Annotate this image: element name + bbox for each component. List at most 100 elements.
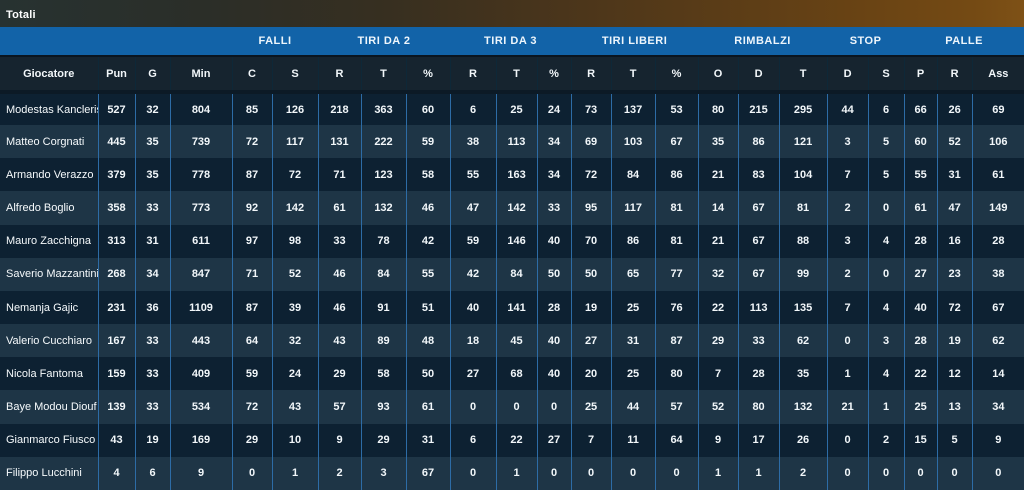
stat-cell: 83 (737, 158, 780, 192)
group-header-tiri-liberi: TIRI LIBERI (601, 35, 668, 47)
stat-cell: 163 (495, 158, 538, 192)
col-header-21-r: R (936, 56, 973, 94)
stat-cell: 59 (231, 357, 272, 391)
stat-cell: 35 (134, 158, 170, 192)
stat-cell: 61 (405, 390, 451, 424)
stat-cell: 22 (903, 357, 938, 391)
stat-cell: 9 (697, 423, 739, 457)
table-row: Valerio Cucchiaro 167 33 443 64 32 43 89 48 18 45 4… (0, 324, 1024, 358)
player-name-cell[interactable]: Nemanja Gajic (6, 301, 79, 314)
stat-cell: 31 (936, 158, 973, 192)
player-name-cell[interactable]: Alfredo Boglio (6, 202, 75, 215)
stat-cell: 778 (169, 158, 232, 192)
stat-cell: 33 (134, 357, 170, 391)
stat-cell: 52 (697, 390, 739, 424)
stat-cell: 527 (97, 92, 135, 126)
stat-cell: 113 (495, 125, 538, 159)
col-header-20-p: P (903, 56, 938, 94)
player-name-cell[interactable]: Saverio Mazzantini (6, 268, 98, 281)
stat-cell: 16 (936, 224, 973, 258)
stat-cell: 34 (536, 158, 572, 192)
stat-cell: 117 (271, 125, 318, 159)
stat-cell: 86 (654, 158, 699, 192)
stats-table: FALLI TIRI DA 2 TIRI DA 3 TIRI LIBERI RIMBAL… (0, 27, 1024, 490)
stat-cell: 7 (697, 357, 739, 391)
stat-cell: 847 (169, 257, 232, 291)
stat-cell: 34 (971, 390, 1024, 424)
stat-cell: 295 (778, 92, 828, 126)
stat-cell: 6 (134, 456, 170, 490)
stat-cell: 92 (231, 191, 272, 225)
stat-cell: 86 (610, 224, 656, 258)
stat-cell: 43 (317, 324, 361, 358)
stat-cell: 47 (936, 191, 973, 225)
stat-cell: 21 (697, 224, 739, 258)
page-title: Totali (6, 9, 36, 21)
stat-cell: 0 (826, 423, 869, 457)
stat-cell: 55 (449, 158, 497, 192)
player-name-cell[interactable]: Matteo Corgnati (6, 135, 85, 148)
stat-cell: 611 (169, 224, 232, 258)
stat-cell: 24 (536, 92, 572, 126)
stat-cell: 0 (826, 324, 869, 358)
stat-cell: 0 (936, 456, 973, 490)
player-name-cell[interactable]: Modestas Kancleris (6, 103, 98, 116)
stat-cell: 50 (405, 357, 451, 391)
stat-cell: 81 (654, 191, 699, 225)
stat-cell: 20 (570, 357, 612, 391)
stat-cell: 159 (97, 357, 135, 391)
stat-cell: 87 (231, 158, 272, 192)
stat-cell: 69 (570, 125, 612, 159)
player-name-cell[interactable]: Filippo Lucchini (6, 467, 82, 480)
stat-cell: 50 (536, 257, 572, 291)
player-name-cell[interactable]: Valerio Cucchiaro (6, 334, 93, 347)
player-name-cell[interactable]: Nicola Fantoma (6, 367, 84, 380)
stat-cell: 18 (449, 324, 497, 358)
stat-cell: 26 (778, 423, 828, 457)
stat-cell: 38 (971, 257, 1024, 291)
stat-cell: 0 (903, 456, 938, 490)
stat-cell: 141 (495, 290, 538, 325)
stat-cell: 78 (360, 224, 406, 258)
stat-cell: 61 (317, 191, 361, 225)
stat-cell: 46 (405, 191, 451, 225)
stat-cell: 46 (317, 257, 361, 291)
stat-cell: 409 (169, 357, 232, 391)
stat-cell: 58 (360, 357, 406, 391)
player-name-cell[interactable]: Gianmarco Fiusco (6, 434, 96, 447)
stat-cell: 358 (97, 191, 135, 225)
stat-cell: 52 (271, 257, 318, 291)
stat-cell: 379 (97, 158, 135, 192)
stat-cell: 44 (610, 390, 656, 424)
stat-cell: 6 (449, 92, 497, 126)
stat-cell: 9 (169, 456, 232, 490)
stat-cell: 77 (654, 257, 699, 291)
stat-cell: 0 (610, 456, 656, 490)
stat-cell: 0 (570, 456, 612, 490)
stat-cell: 1 (867, 390, 905, 424)
stat-cell: 21 (826, 390, 869, 424)
col-header-8-pct: % (405, 56, 451, 94)
stat-cell: 28 (536, 290, 572, 325)
stat-cell: 9 (971, 423, 1024, 457)
stat-cell: 9 (317, 423, 361, 457)
stat-cell: 7 (826, 158, 869, 192)
stat-cell: 4 (867, 357, 905, 391)
stat-cell: 62 (778, 324, 828, 358)
stat-cell: 0 (826, 456, 869, 490)
stat-cell: 2 (778, 456, 828, 490)
stat-cell: 87 (231, 290, 272, 325)
stat-cell: 57 (317, 390, 361, 424)
stat-cell: 14 (971, 357, 1024, 391)
stat-cell: 80 (654, 357, 699, 391)
player-name-cell[interactable]: Armando Verazzo (6, 168, 94, 181)
col-header-19-s: S (867, 56, 905, 94)
player-name-cell[interactable]: Baye Modou Diouf (6, 400, 97, 413)
stat-cell: 1 (271, 456, 318, 490)
col-header-18-d: D (826, 56, 869, 94)
stat-cell: 66 (903, 92, 938, 126)
stat-cell: 36 (134, 290, 170, 325)
player-name-cell[interactable]: Mauro Zacchigna (6, 235, 91, 248)
stat-cell: 51 (405, 290, 451, 325)
stat-cell: 113 (737, 290, 780, 325)
